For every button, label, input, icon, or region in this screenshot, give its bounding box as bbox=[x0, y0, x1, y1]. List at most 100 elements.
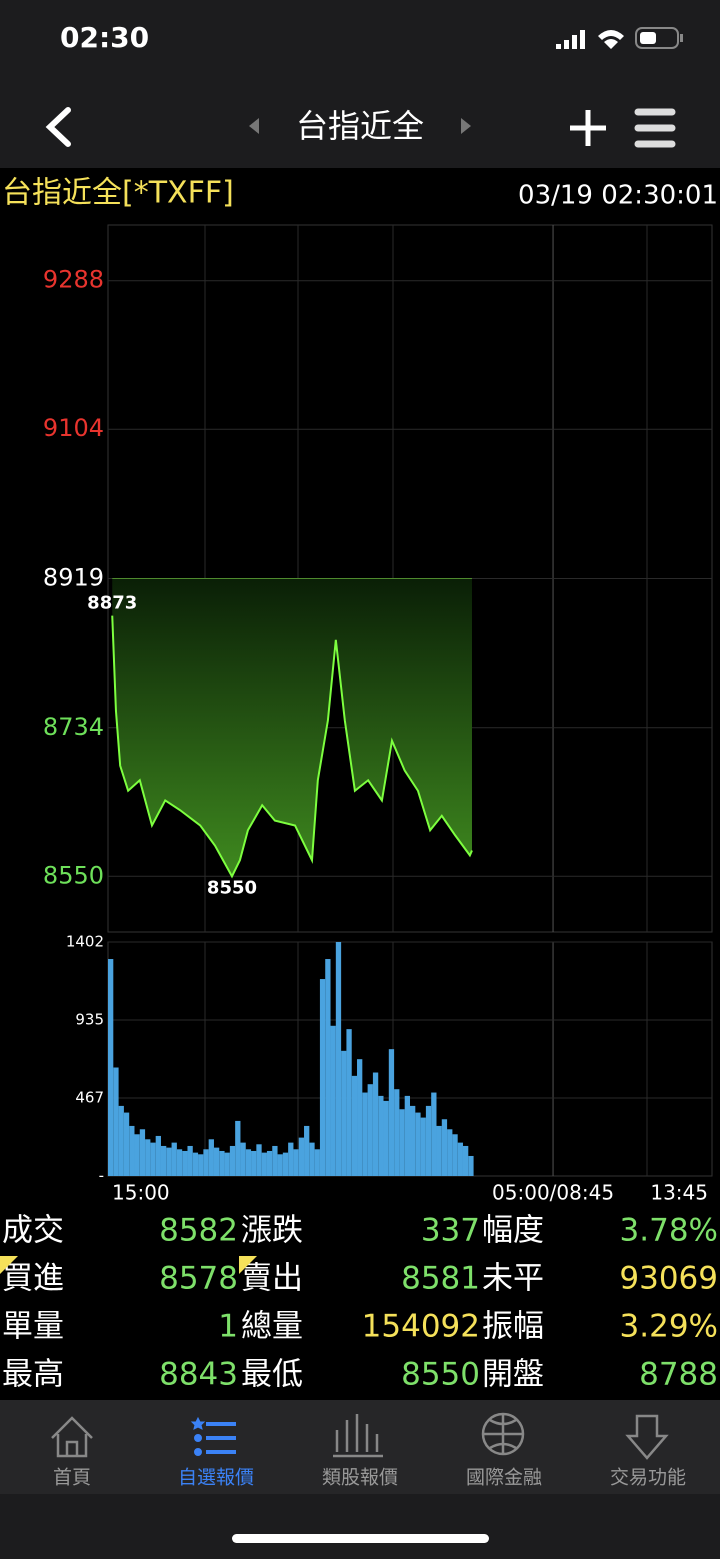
volume-bar bbox=[235, 1120, 241, 1176]
volume-bar bbox=[383, 1100, 389, 1176]
add-button[interactable] bbox=[570, 110, 606, 146]
quote-value: 3.29% bbox=[620, 1309, 718, 1345]
volume-bar bbox=[113, 1067, 119, 1176]
volume-bar bbox=[176, 1149, 183, 1176]
quote-label: 振幅 bbox=[482, 1309, 544, 1345]
menu-button[interactable] bbox=[634, 108, 676, 148]
prev-arrow[interactable] bbox=[249, 118, 259, 134]
volume-bar bbox=[123, 1112, 130, 1176]
volume-bar bbox=[288, 1142, 294, 1176]
next-arrow[interactable] bbox=[461, 118, 471, 134]
quote-label: 買進 bbox=[2, 1261, 64, 1297]
quote-value: 8582 bbox=[159, 1213, 238, 1249]
volume-bar bbox=[251, 1150, 257, 1176]
volume-bar bbox=[261, 1152, 267, 1176]
tab-label[interactable]: 自選報價 bbox=[178, 1467, 254, 1489]
quote-label: 最低 bbox=[241, 1357, 303, 1393]
volume-bar bbox=[139, 1129, 146, 1176]
volume-bar bbox=[198, 1154, 204, 1176]
quote-value: 8550 bbox=[401, 1357, 480, 1393]
status-icons bbox=[556, 27, 683, 49]
quote-value: 3.78% bbox=[620, 1213, 718, 1249]
volume-bar bbox=[118, 1105, 124, 1176]
volume-bar bbox=[150, 1142, 156, 1176]
back-button[interactable] bbox=[45, 107, 71, 147]
quote-label: 賣出 bbox=[241, 1261, 303, 1297]
y-tick-label: 9104 bbox=[43, 414, 104, 442]
volume-bar bbox=[187, 1145, 193, 1176]
volume-bar bbox=[272, 1145, 278, 1176]
volume-bar bbox=[457, 1142, 463, 1176]
volume-bar bbox=[367, 1084, 373, 1176]
volume-bar bbox=[134, 1134, 140, 1176]
volume-bar bbox=[182, 1150, 188, 1176]
volume-bar bbox=[282, 1152, 289, 1176]
volume-bar bbox=[351, 1075, 358, 1176]
volume-bar bbox=[256, 1144, 262, 1176]
volume-bar bbox=[425, 1105, 432, 1176]
quote-label: 未平 bbox=[482, 1261, 544, 1297]
tab-label[interactable]: 國際金融 bbox=[466, 1467, 542, 1489]
quote-value: 337 bbox=[421, 1213, 480, 1249]
y-tick-label: 8919 bbox=[43, 564, 104, 592]
y-tick-label: 9288 bbox=[43, 266, 104, 294]
home-area bbox=[0, 1494, 720, 1559]
volume-bar bbox=[410, 1105, 416, 1176]
volume-bar bbox=[277, 1154, 283, 1176]
volume-bar bbox=[415, 1112, 421, 1176]
area-fill bbox=[112, 578, 472, 877]
volume-bar bbox=[431, 1092, 437, 1176]
y-tick-label: 467 bbox=[75, 1089, 104, 1107]
y-tick-label: - bbox=[99, 1167, 104, 1185]
volume-bar bbox=[441, 1119, 448, 1176]
nav-title: 台指近全 bbox=[296, 107, 424, 145]
quote-value: 8788 bbox=[639, 1357, 718, 1393]
volume-bar bbox=[319, 979, 326, 1176]
tab-label[interactable]: 首頁 bbox=[53, 1467, 91, 1489]
tab-label[interactable]: 交易功能 bbox=[610, 1467, 686, 1489]
high-label: 8873 bbox=[87, 593, 137, 614]
volume-bar bbox=[447, 1129, 453, 1176]
home-indicator bbox=[232, 1534, 489, 1543]
quote-value: 1 bbox=[218, 1309, 238, 1345]
volume-bar bbox=[420, 1117, 426, 1176]
volume-bar bbox=[293, 1149, 299, 1176]
status-time: 02:30 bbox=[60, 21, 149, 54]
volume-bar bbox=[468, 1155, 474, 1176]
quote-value: 8581 bbox=[401, 1261, 480, 1297]
volume-bar bbox=[357, 1059, 363, 1176]
quote-label: 漲跌 bbox=[241, 1213, 303, 1249]
volume-bar bbox=[388, 1049, 395, 1176]
quote-value: 8843 bbox=[159, 1357, 238, 1393]
volume-bar bbox=[266, 1150, 273, 1176]
volume-bar bbox=[203, 1149, 209, 1176]
quote-table: 成交 8582 漲跌 337 幅度 3.78% 買進 8578 賣出 8581 未平 93069 單量 1… bbox=[0, 1213, 718, 1393]
volume-bar bbox=[362, 1092, 368, 1176]
y-tick-label: 935 bbox=[75, 1010, 104, 1028]
x-tick-label: 05:00/08:45 bbox=[492, 1181, 614, 1205]
tab-label[interactable]: 類股報價 bbox=[322, 1467, 398, 1489]
symbol: 台指近全[*TXFF] bbox=[2, 176, 234, 211]
charts: 8550 8734 8919 9104 9288 8873 8550 - 467 935 1402 1… bbox=[43, 225, 713, 1205]
volume-bar bbox=[436, 1125, 442, 1176]
volume-bar bbox=[145, 1139, 151, 1176]
quote-label: 單量 bbox=[2, 1309, 64, 1345]
datetime: 03/19 02:30:01 bbox=[518, 181, 718, 211]
quote-label: 開盤 bbox=[482, 1357, 544, 1393]
y-tick-label: 8734 bbox=[43, 713, 104, 741]
quote-label: 幅度 bbox=[482, 1213, 544, 1249]
volume-bar bbox=[335, 942, 342, 1176]
volume-bar bbox=[224, 1152, 230, 1176]
flag-marker bbox=[239, 1256, 257, 1274]
y-tick-label: 1402 bbox=[66, 933, 104, 951]
x-tick-label: 15:00 bbox=[112, 1181, 170, 1205]
tab-bar bbox=[0, 1400, 720, 1494]
volume-bar bbox=[155, 1135, 161, 1176]
tabs: 首頁 自選報價 類股報價 國際金融 交易功能 bbox=[53, 1467, 686, 1489]
volume-bar bbox=[378, 1095, 384, 1176]
quote-value: 154092 bbox=[362, 1309, 480, 1345]
volume-bar bbox=[309, 1142, 315, 1176]
volume-bar bbox=[452, 1134, 458, 1176]
